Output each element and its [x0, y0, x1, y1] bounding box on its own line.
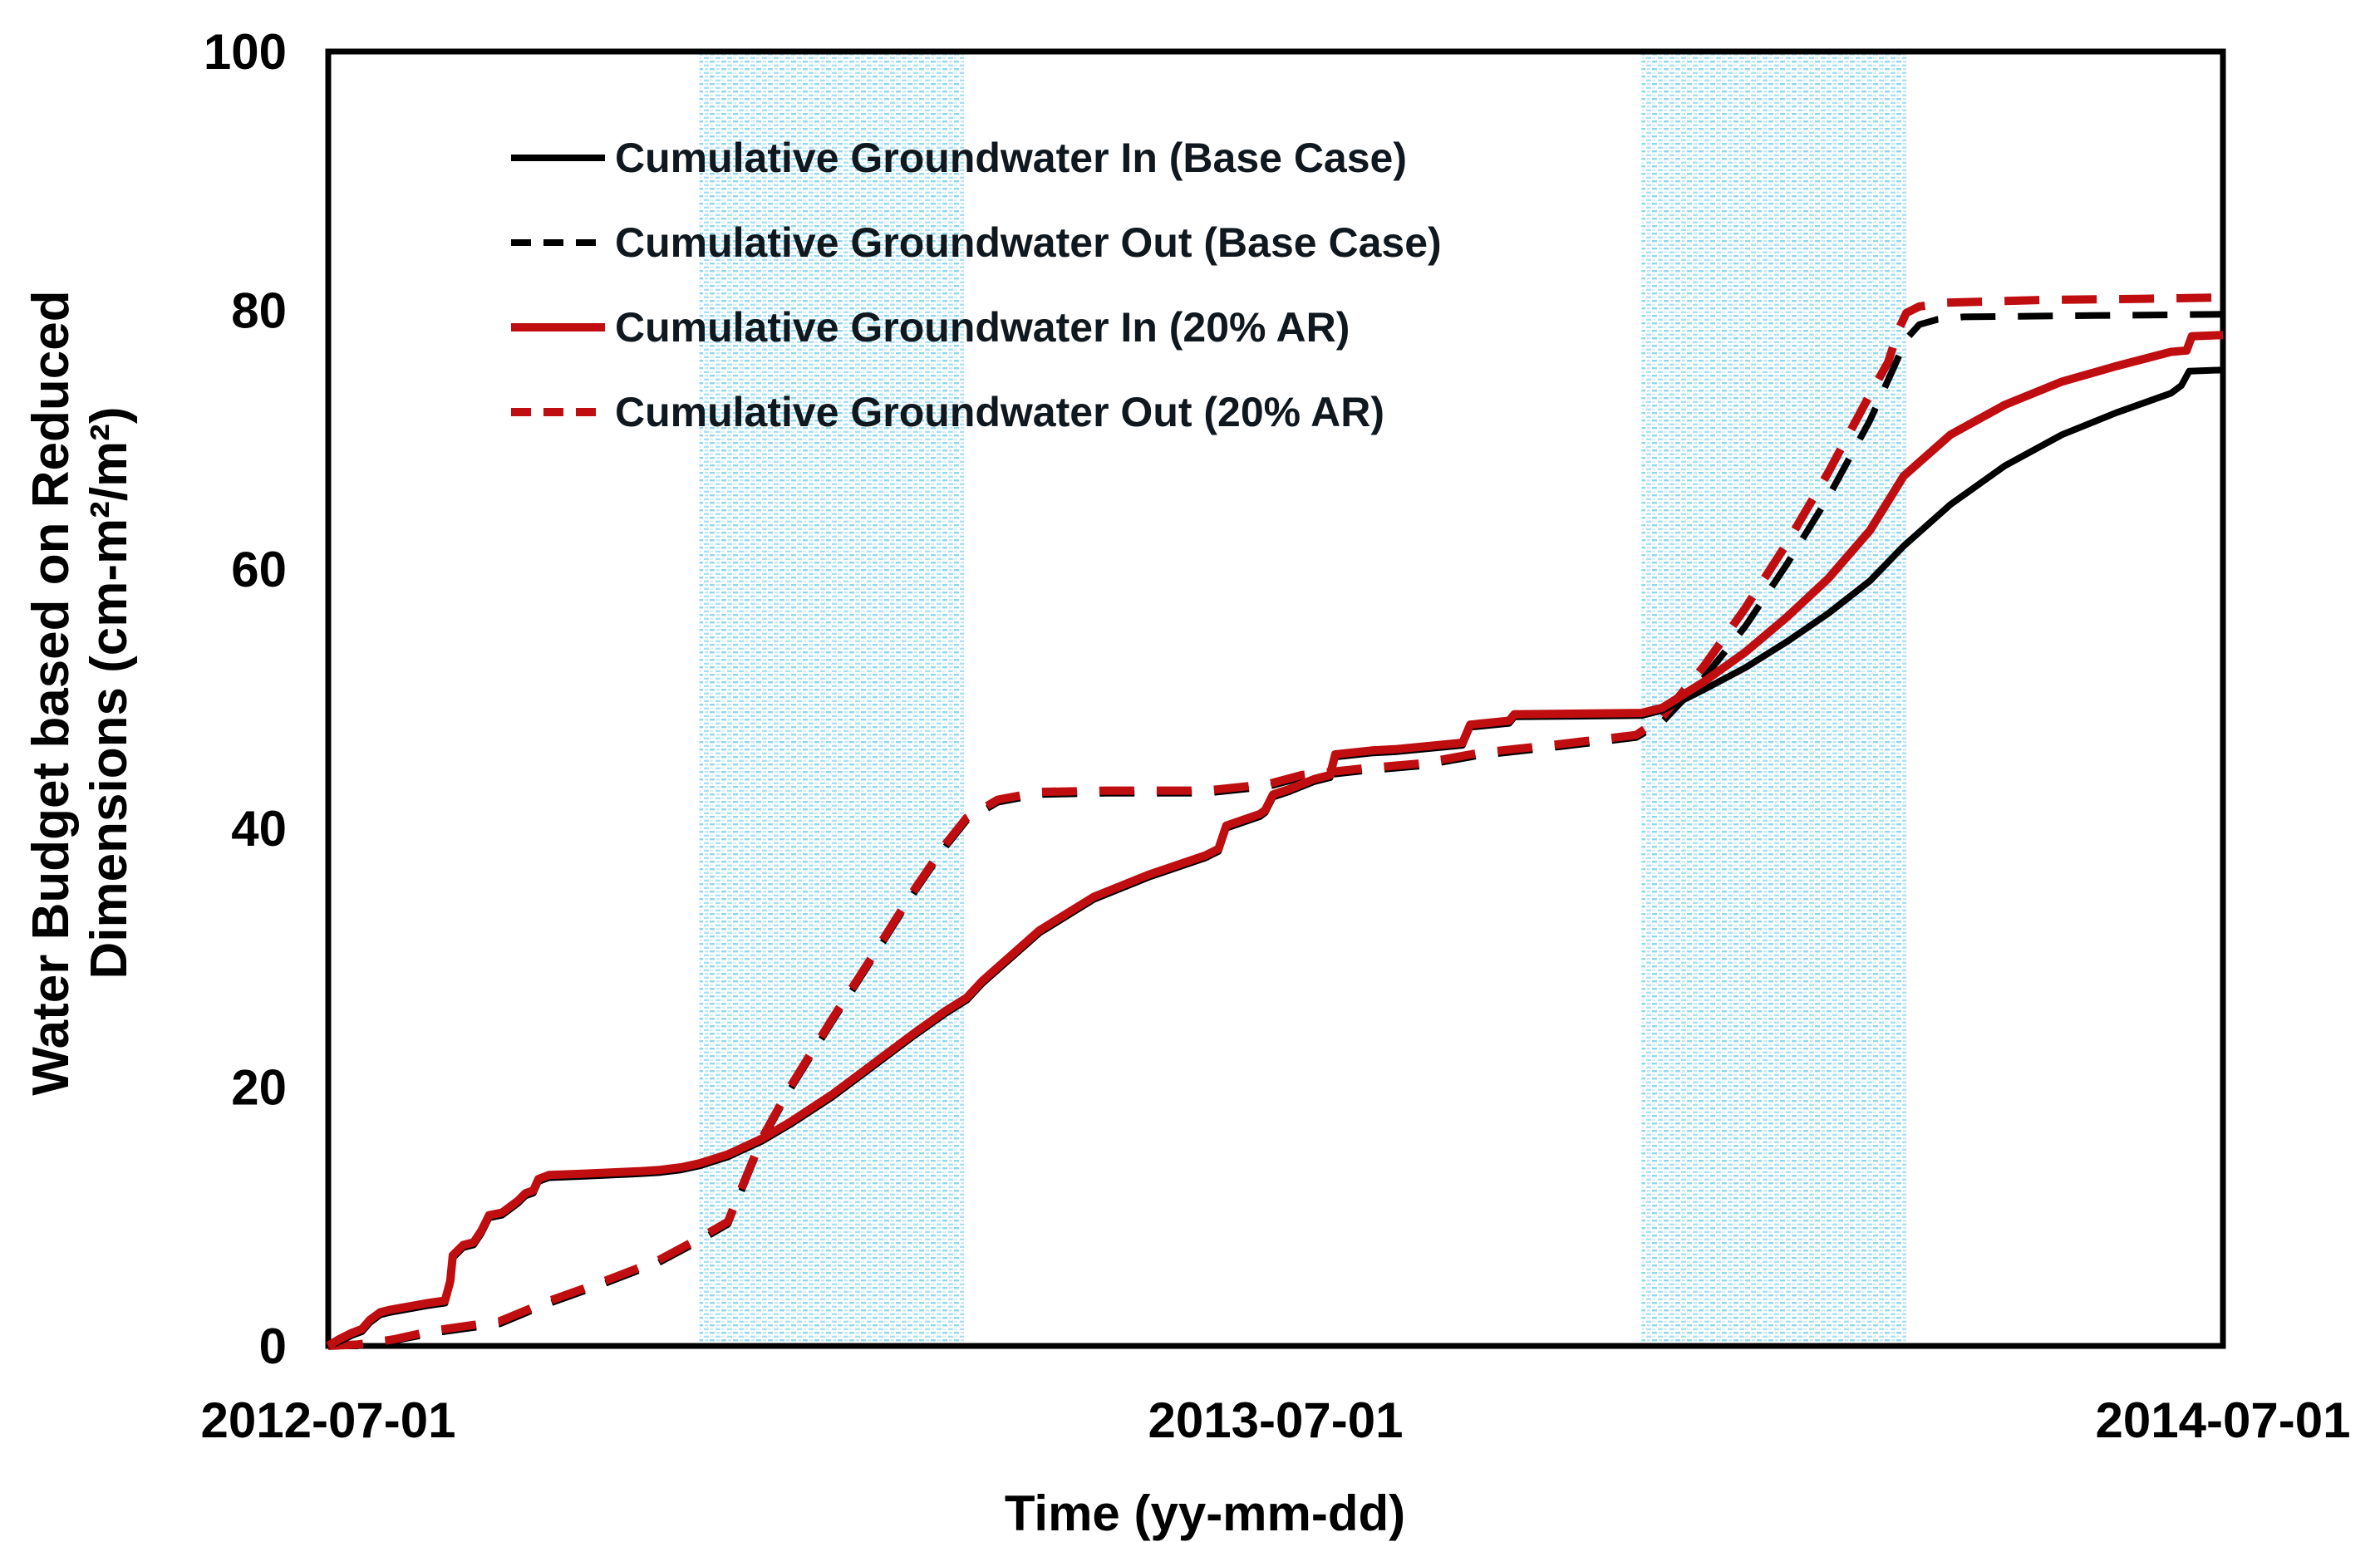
y-tick-label-0: 0	[259, 1319, 287, 1374]
legend-label-gw-out-ar: Cumulative Groundwater Out (20% AR)	[615, 389, 1384, 435]
series-line-gw-out-base	[328, 311, 2224, 1349]
legend: Cumulative Groundwater In (Base Case) Cum…	[511, 135, 1442, 435]
y-tick-label-40: 40	[231, 801, 287, 857]
y-tick-label-80: 80	[231, 283, 287, 339]
y-tick-label-60: 60	[231, 542, 287, 597]
y-axis-title-line2: Dimensions (cm-m²/m²)	[81, 407, 138, 980]
y-axis-title-line1: Water Budget based on Reduced	[22, 290, 80, 1095]
axis-tick-labels: 0 20 40 60 80 100 2012-07-01 2013-07-01 2014-07-…	[201, 24, 2351, 1448]
y-tick-label-100: 100	[204, 24, 287, 80]
legend-label-gw-in-base: Cumulative Groundwater In (Base Case)	[615, 135, 1407, 181]
highlight-bands	[699, 52, 1906, 1346]
x-tick-label-2013-07-01: 2013-07-01	[1148, 1392, 1404, 1448]
y-tick-label-20: 20	[231, 1059, 287, 1115]
legend-label-gw-in-ar: Cumulative Groundwater In (20% AR)	[615, 304, 1350, 351]
series-line-gw-out-ar	[327, 293, 2224, 1350]
x-tick-label-2012-07-01: 2012-07-01	[201, 1392, 456, 1448]
legend-label-gw-out-base: Cumulative Groundwater Out (Base Case)	[615, 219, 1442, 266]
series-lines	[326, 293, 2224, 1350]
plot-frame	[325, 48, 2226, 1349]
series-line-gw-in-base	[327, 366, 2224, 1349]
highlight-band-1	[699, 52, 965, 1346]
x-tick-label-2014-07-01: 2014-07-01	[2096, 1392, 2351, 1448]
series-line-gw-in-ar	[326, 331, 2224, 1350]
x-axis-title: Time (yy-mm-dd)	[1005, 1486, 1405, 1541]
